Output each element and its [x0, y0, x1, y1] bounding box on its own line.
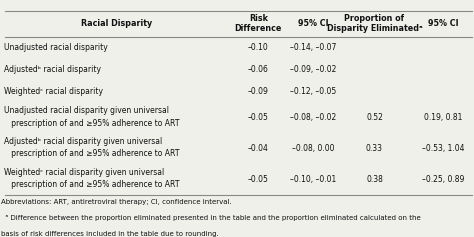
- Text: –0.06: –0.06: [248, 65, 269, 74]
- Text: Adjustedᵇ racial disparity given universal: Adjustedᵇ racial disparity given univers…: [4, 137, 162, 146]
- Text: –0.10, –0.01: –0.10, –0.01: [290, 175, 336, 184]
- Text: Unadjusted racial disparity given universal: Unadjusted racial disparity given univer…: [4, 106, 169, 115]
- Text: Abbreviations: ART, antiretroviral therapy; CI, confidence interval.: Abbreviations: ART, antiretroviral thera…: [1, 199, 232, 205]
- Text: –0.25, 0.89: –0.25, 0.89: [422, 175, 465, 184]
- Text: Proportion of
Disparity Eliminatedᵃ: Proportion of Disparity Eliminatedᵃ: [327, 14, 422, 33]
- Text: –0.08, 0.00: –0.08, 0.00: [292, 144, 334, 153]
- Text: ᵃ Difference between the proportion eliminated presented in the table and the pr: ᵃ Difference between the proportion elim…: [1, 215, 421, 221]
- Text: –0.12, –0.05: –0.12, –0.05: [290, 87, 336, 96]
- Text: Weightedᶜ racial disparity given universal: Weightedᶜ racial disparity given univers…: [4, 168, 164, 177]
- Text: Weightedᶜ racial disparity: Weightedᶜ racial disparity: [4, 87, 103, 96]
- Text: 95% CI: 95% CI: [428, 19, 458, 28]
- Text: –0.08, –0.02: –0.08, –0.02: [290, 113, 336, 122]
- Text: prescription of and ≥95% adherence to ART: prescription of and ≥95% adherence to AR…: [4, 180, 179, 189]
- Text: –0.14, –0.07: –0.14, –0.07: [290, 43, 336, 52]
- Text: –0.10: –0.10: [248, 43, 269, 52]
- Text: basis of risk differences included in the table due to rounding.: basis of risk differences included in th…: [1, 231, 219, 237]
- Text: –0.09, –0.02: –0.09, –0.02: [290, 65, 336, 74]
- Text: Unadjusted racial disparity: Unadjusted racial disparity: [4, 43, 108, 52]
- Text: –0.53, 1.04: –0.53, 1.04: [422, 144, 465, 153]
- Text: –0.09: –0.09: [248, 87, 269, 96]
- Text: 0.52: 0.52: [366, 113, 383, 122]
- Text: –0.05: –0.05: [248, 113, 269, 122]
- Text: Racial Disparity: Racial Disparity: [81, 19, 152, 28]
- Text: Risk
Difference: Risk Difference: [235, 14, 282, 33]
- Text: 0.38: 0.38: [366, 175, 383, 184]
- Text: 0.19, 0.81: 0.19, 0.81: [424, 113, 462, 122]
- Text: prescription of and ≥95% adherence to ART: prescription of and ≥95% adherence to AR…: [4, 118, 179, 128]
- Text: 95% CI: 95% CI: [298, 19, 328, 28]
- Text: 0.33: 0.33: [366, 144, 383, 153]
- Text: –0.05: –0.05: [248, 175, 269, 184]
- Text: Adjustedᵇ racial disparity: Adjustedᵇ racial disparity: [4, 65, 101, 74]
- Text: prescription of and ≥95% adherence to ART: prescription of and ≥95% adherence to AR…: [4, 149, 179, 158]
- Text: –0.04: –0.04: [248, 144, 269, 153]
